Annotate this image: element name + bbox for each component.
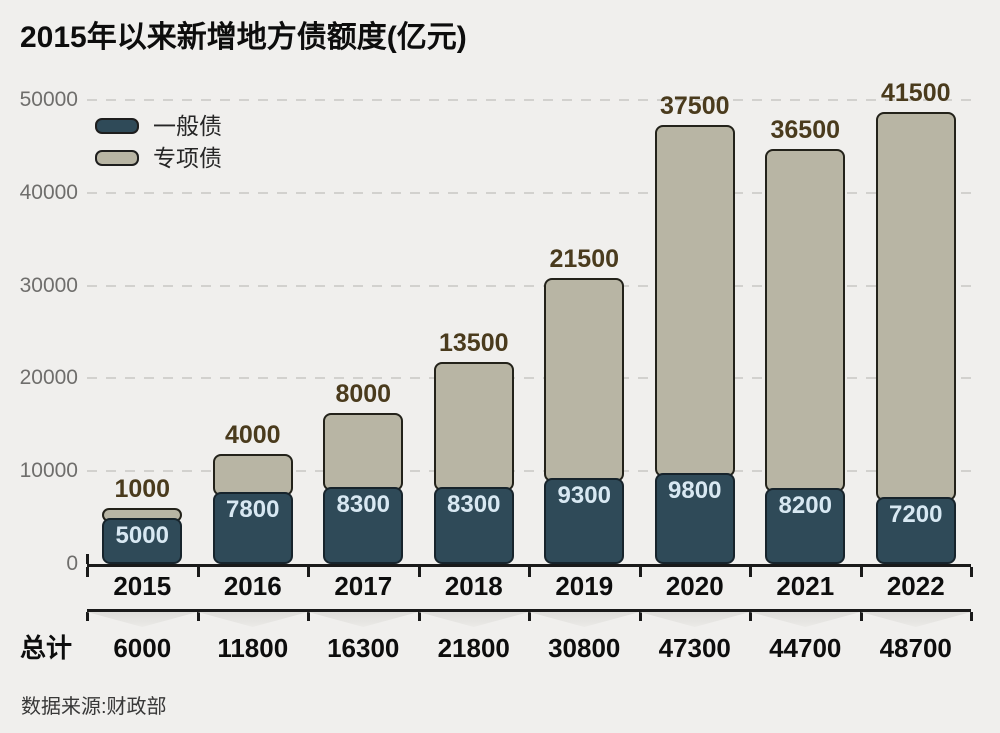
year-label-2021: 2021 [776,571,835,601]
y-tick-label: 50000 [19,88,78,111]
year-label-2017: 2017 [334,571,393,601]
total-value-2018: 21800 [437,633,510,663]
year-label-2022: 2022 [886,571,945,601]
year-label-2019: 2019 [555,571,614,601]
year-label-2015: 2015 [113,571,172,601]
y-tick-label: 40000 [19,180,78,204]
totals-axis-tick [859,612,863,621]
special-value-label: 36500 [770,116,841,145]
shade-triangle [750,612,861,627]
special-value-label: 1000 [114,475,171,504]
y-tick-label: 30000 [19,273,78,297]
bar-segment-special-2019 [544,278,625,482]
special-value-label: 41500 [880,79,951,108]
bar-segment-general-2017 [323,486,404,564]
y-tick-label: 10000 [19,459,78,483]
y-tick-label: 20000 [19,366,78,390]
special-value-label: 4000 [224,421,281,450]
x-axis-tick [859,567,863,577]
x-axis-tick [749,567,752,577]
x-axis-tick [196,567,200,577]
bar-segment-general-2019 [544,477,625,564]
general-value-label: 8300 [336,490,390,518]
totals-axis-tick [638,612,642,621]
shade-triangle [418,612,529,627]
legend: 一般债 专项债 [95,114,222,170]
bar-segment-general-2016 [212,491,293,564]
x-axis-baseline [87,564,971,567]
totals-axis-tick [970,612,973,621]
bar-segment-general-2022 [875,497,956,564]
gridline [87,284,974,287]
x-axis-tick [417,567,421,577]
shade-triangle [197,612,308,627]
x-axis-tick [528,567,531,577]
shade-triangle [529,612,640,627]
legend-item-special: 专项债 [95,146,222,170]
shade-triangle [639,612,750,627]
data-source-note: 数据来源:财政部 [21,696,167,718]
special-value-label: 37500 [659,92,730,121]
x-axis-tick [307,567,310,577]
total-value-2017: 16300 [327,633,400,663]
totals-axis-tick [307,612,310,621]
general-value-label: 8300 [447,490,501,518]
bar-segment-general-2018 [433,486,514,564]
year-label-2016: 2016 [223,571,282,601]
chart-title: 2015年以来新增地方债额度(亿元) [20,21,467,54]
bar-segment-general-2021 [765,487,846,564]
totals-axis-tick [749,612,752,621]
totals-axis-tick [196,612,200,621]
gridline [87,470,974,473]
bar-segment-general-2020 [654,473,735,564]
totals-axis-tick [86,612,89,621]
y-tick-label: 0 [66,552,78,575]
legend-label-general: 一般债 [153,113,222,139]
totals-row-label: 总计 [20,633,73,663]
year-label-2018: 2018 [444,571,503,601]
special-value-label: 13500 [438,328,509,357]
gridline [87,99,974,101]
total-value-2021: 44700 [769,633,842,663]
special-value-label: 21500 [549,245,620,274]
y-axis-endcap [86,554,89,564]
total-value-2020: 47300 [658,633,731,663]
shade-triangle [87,612,198,627]
general-value-label: 5000 [115,521,169,549]
legend-item-general: 一般债 [95,114,222,138]
x-axis-tick [638,567,642,577]
bar-segment-special-2017 [323,412,404,491]
year-label-2020: 2020 [665,571,724,601]
general-value-label: 7200 [889,501,943,529]
general-value-label: 8200 [778,491,832,519]
x-axis-tick [970,567,973,577]
gridline [87,191,974,194]
general-value-label: 7800 [226,495,280,523]
bar-segment-special-2018 [433,361,514,491]
general-value-label: 9300 [557,481,611,509]
legend-swatch-general-icon [95,118,139,134]
totals-axis-tick [417,612,421,621]
total-value-2015: 6000 [113,633,172,663]
totals-axis-tick [528,612,531,621]
shade-triangle [860,612,971,627]
bar-segment-special-2016 [212,454,293,496]
total-value-2022: 48700 [879,633,952,663]
shade-triangle [308,612,419,627]
gridline [87,377,974,380]
legend-label-special: 专项债 [153,145,222,171]
total-value-2019: 30800 [548,633,621,663]
bar-segment-general-2015 [102,517,183,564]
bar-segment-special-2021 [765,149,846,492]
x-axis-tick [86,567,89,577]
special-value-label: 8000 [335,379,392,408]
legend-swatch-special-icon [95,150,139,166]
totals-axis-line [87,609,971,612]
total-value-2016: 11800 [217,633,289,663]
general-value-label: 9800 [668,477,722,505]
bar-segment-special-2022 [875,112,956,502]
bar-segment-special-2020 [654,125,735,478]
